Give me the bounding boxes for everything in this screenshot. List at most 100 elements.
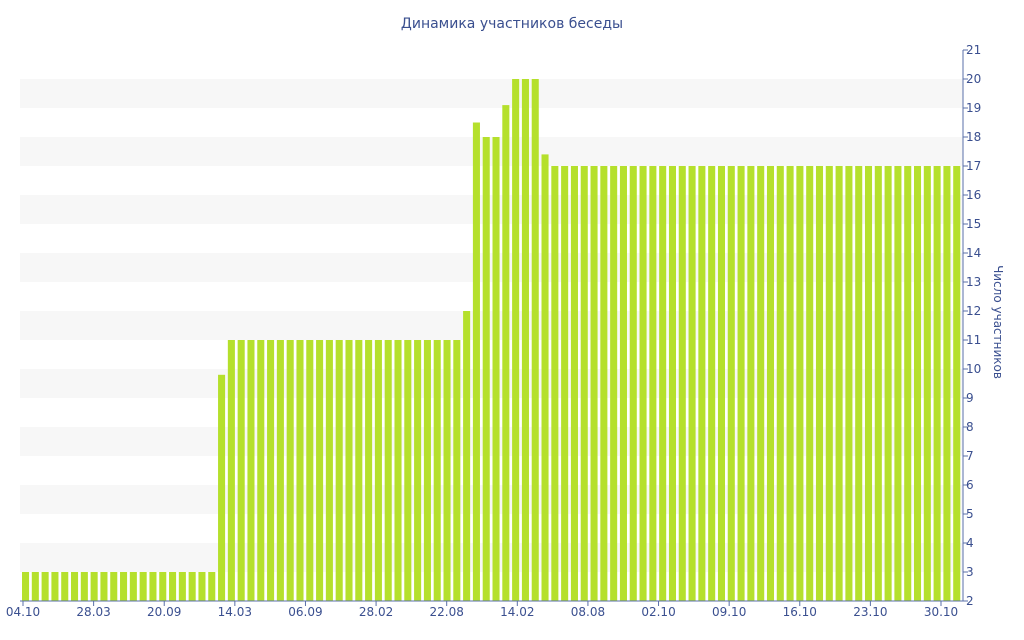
bar bbox=[619, 166, 627, 601]
bar bbox=[306, 340, 314, 601]
x-tick-label: 14.02 bbox=[500, 605, 534, 619]
bar bbox=[374, 340, 382, 601]
bar bbox=[394, 340, 402, 601]
y-tick-label: 19 bbox=[966, 101, 981, 115]
bar bbox=[384, 340, 392, 601]
bar bbox=[208, 572, 216, 601]
y-tick-label: 4 bbox=[966, 536, 974, 550]
chart-title: Динамика участников беседы bbox=[401, 16, 623, 32]
grid-band bbox=[20, 253, 963, 282]
bar bbox=[31, 572, 39, 601]
grid-band bbox=[20, 137, 963, 166]
bar bbox=[796, 166, 804, 601]
y-tick-label: 16 bbox=[966, 188, 981, 202]
bar bbox=[845, 166, 853, 601]
bar bbox=[139, 572, 147, 601]
x-tick-label: 22.08 bbox=[430, 605, 464, 619]
bar bbox=[365, 340, 373, 601]
bar bbox=[894, 166, 902, 601]
y-tick-label: 21 bbox=[966, 43, 981, 57]
bar bbox=[923, 166, 931, 601]
y-tick-label: 7 bbox=[966, 449, 974, 463]
bar bbox=[100, 572, 108, 601]
bar bbox=[688, 166, 696, 601]
bar bbox=[463, 311, 471, 601]
bar bbox=[316, 340, 324, 601]
bar bbox=[629, 166, 637, 601]
bar bbox=[110, 572, 118, 601]
y-tick-label: 13 bbox=[966, 275, 981, 289]
bar bbox=[943, 166, 951, 601]
bar bbox=[678, 166, 686, 601]
bar bbox=[149, 572, 157, 601]
y-tick-label: 11 bbox=[966, 333, 981, 347]
bar bbox=[492, 137, 500, 601]
bar bbox=[61, 572, 69, 601]
bar bbox=[825, 166, 833, 601]
bar bbox=[247, 340, 255, 601]
bar bbox=[512, 79, 520, 601]
y-tick-label: 18 bbox=[966, 130, 981, 144]
bar bbox=[472, 122, 480, 601]
bar bbox=[257, 340, 265, 601]
bar bbox=[120, 572, 128, 601]
grid-band bbox=[20, 311, 963, 340]
x-tick-label: 16.10 bbox=[783, 605, 817, 619]
bar bbox=[766, 166, 775, 601]
bar bbox=[355, 340, 363, 601]
bar bbox=[521, 79, 529, 601]
bar bbox=[717, 166, 726, 601]
bar bbox=[345, 340, 353, 601]
x-tick-label: 20.09 bbox=[147, 605, 181, 619]
y-tick-label: 10 bbox=[966, 362, 981, 376]
bar bbox=[188, 572, 196, 601]
bar bbox=[864, 166, 873, 601]
bar bbox=[22, 572, 30, 601]
bar bbox=[443, 340, 451, 601]
y-tick-label: 6 bbox=[966, 478, 974, 492]
bar bbox=[757, 166, 765, 601]
grid-band bbox=[20, 543, 963, 572]
x-axis: 04.10 28.03 20.09 14.03 06.09 28.02 22.08 14.02… bbox=[6, 600, 963, 619]
x-tick-label: 09.10 bbox=[712, 605, 746, 619]
x-tick-label: 28.03 bbox=[76, 605, 110, 619]
bar bbox=[727, 166, 735, 601]
bar bbox=[806, 166, 814, 601]
bar bbox=[708, 166, 716, 601]
y-tick-label: 20 bbox=[966, 72, 981, 86]
bar bbox=[580, 166, 588, 601]
y-tick-label: 3 bbox=[966, 565, 974, 579]
bar bbox=[786, 166, 794, 601]
x-tick-label: 23.10 bbox=[853, 605, 887, 619]
grid-band bbox=[20, 427, 963, 456]
bar bbox=[590, 166, 598, 601]
bar bbox=[815, 166, 824, 601]
bar bbox=[198, 572, 206, 601]
x-tick-label: 04.10 bbox=[6, 605, 40, 619]
y-tick-label: 9 bbox=[966, 391, 974, 405]
y-tick-label: 5 bbox=[966, 507, 974, 521]
y-tick-label: 17 bbox=[966, 159, 981, 173]
bar bbox=[531, 79, 539, 601]
bar bbox=[953, 166, 961, 601]
y-tick-label: 8 bbox=[966, 420, 974, 434]
y-tick-label: 12 bbox=[966, 304, 981, 318]
bar bbox=[453, 340, 461, 601]
bar bbox=[884, 166, 892, 601]
bar bbox=[71, 572, 79, 601]
grid-band bbox=[20, 485, 963, 514]
bar bbox=[874, 166, 882, 601]
bar bbox=[600, 166, 608, 601]
bar bbox=[551, 166, 559, 601]
bar bbox=[90, 572, 98, 601]
bar bbox=[276, 340, 284, 601]
grid-band bbox=[20, 195, 963, 224]
bar bbox=[747, 166, 755, 601]
bar bbox=[610, 166, 618, 601]
bar bbox=[296, 340, 304, 601]
bar bbox=[933, 166, 941, 601]
bar bbox=[433, 340, 441, 601]
y-tick-label: 15 bbox=[966, 217, 981, 231]
